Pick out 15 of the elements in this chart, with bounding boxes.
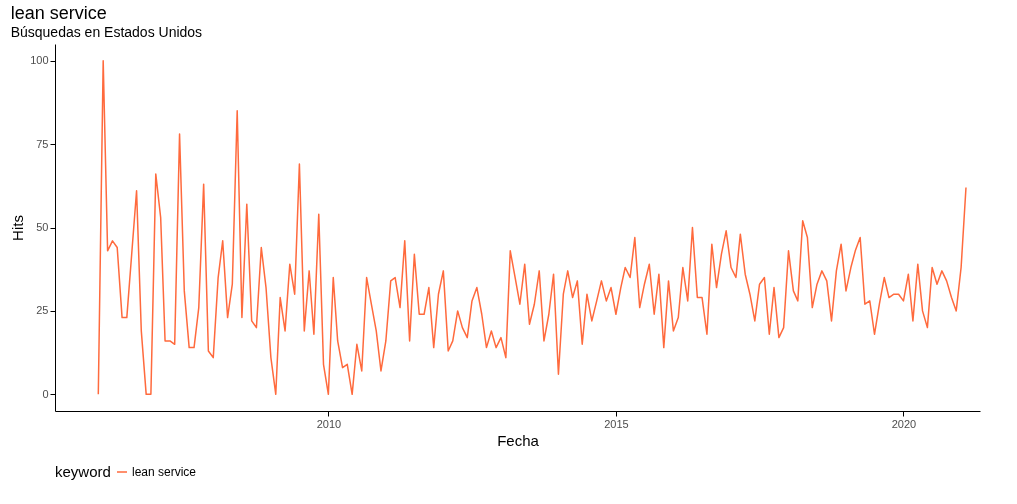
x-tick-label: 2015 bbox=[604, 417, 629, 430]
y-tick-label: 100 bbox=[30, 54, 49, 67]
y-tick-label: 75 bbox=[36, 137, 49, 150]
x-tick-label: 2020 bbox=[891, 417, 917, 430]
chart-subtitle: Búsquedas en Estados Unidos bbox=[10, 24, 203, 40]
legend-title: keyword bbox=[55, 463, 111, 480]
chart-title: lean service bbox=[10, 3, 107, 23]
line-series bbox=[97, 59, 967, 396]
y-tick-label: 50 bbox=[36, 221, 49, 233]
y-axis-title: Hits bbox=[9, 215, 27, 241]
y-tick-label: 0 bbox=[42, 387, 49, 400]
y-tick-label: 25 bbox=[36, 304, 49, 317]
legend-label: lean service bbox=[132, 465, 197, 479]
x-tick-label: 2010 bbox=[316, 417, 342, 430]
x-axis-title: Fecha bbox=[497, 431, 540, 449]
